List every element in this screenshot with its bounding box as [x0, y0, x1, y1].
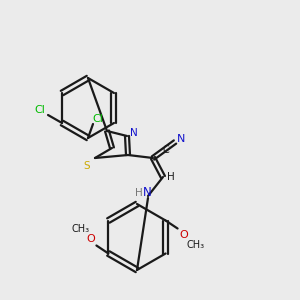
Text: N: N — [130, 128, 138, 138]
Text: CH₃: CH₃ — [71, 224, 89, 235]
Text: Cl: Cl — [34, 105, 46, 115]
Text: CH₃: CH₃ — [187, 239, 205, 250]
Text: H: H — [167, 172, 175, 182]
Text: N: N — [177, 134, 185, 144]
Text: Cl: Cl — [93, 114, 104, 124]
Text: O: O — [179, 230, 188, 239]
Text: S: S — [84, 161, 90, 171]
Text: H: H — [135, 188, 143, 198]
Text: C: C — [163, 145, 170, 155]
Text: O: O — [86, 235, 95, 244]
Text: N: N — [142, 187, 152, 200]
